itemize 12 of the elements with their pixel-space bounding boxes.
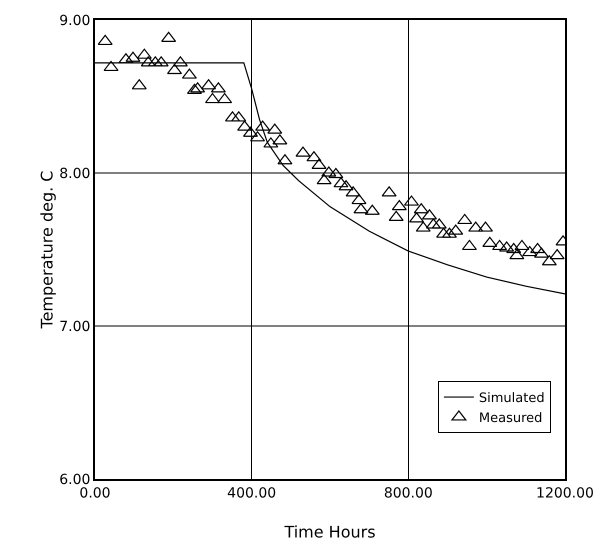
y-tick-label: 9.00	[59, 12, 90, 29]
x-tick-label: 400.00	[227, 486, 276, 502]
y-tick-label: 7.00	[59, 318, 90, 335]
legend-label: Measured	[478, 411, 542, 426]
x-tick-label: 1200.00	[536, 486, 594, 502]
x-axis-title: Time Hours	[283, 522, 376, 542]
y-tick-label: 8.00	[59, 166, 90, 182]
x-tick-label: 0.00	[79, 486, 111, 502]
y-tick-label: 6.00	[59, 472, 90, 488]
x-tick-label: 800.00	[384, 486, 433, 502]
y-axis-title: Temperature deg. C	[38, 170, 56, 330]
legend-label: Simulated	[478, 391, 545, 406]
